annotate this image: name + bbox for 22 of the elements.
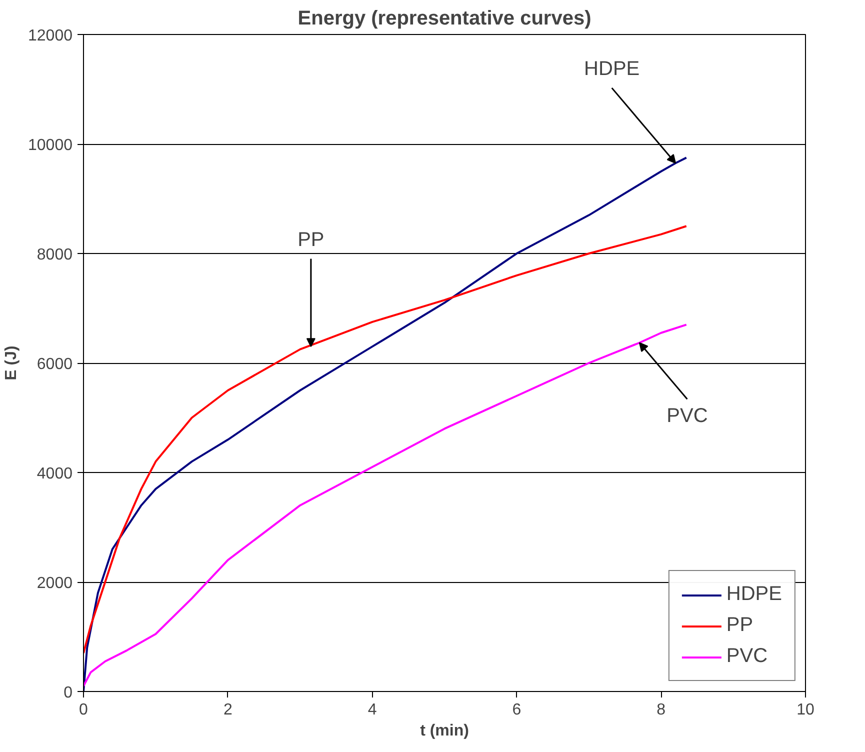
legend-label: PVC [726, 645, 768, 668]
y-tick-label: 0 [64, 684, 73, 702]
x-tick-label: 8 [656, 702, 666, 718]
x-tick-label: 4 [368, 702, 377, 718]
x-tick-label: 0 [79, 702, 88, 718]
x-tick-label: 10 [796, 702, 814, 718]
y-axis-title: E (J) [3, 346, 20, 380]
legend-label: PP [726, 614, 754, 637]
y-tick-label: 6000 [36, 356, 73, 373]
annotation: HDPE [584, 58, 640, 80]
y-tick-label: 12000 [28, 28, 73, 44]
annotation: PVC [666, 405, 708, 428]
x-axis-title: t (min) [420, 722, 469, 740]
legend-label: HDPE [726, 583, 782, 606]
y-tick-label: 10000 [28, 137, 73, 154]
x-tick-label: 2 [223, 702, 232, 718]
annotation: PP [298, 228, 324, 251]
x-tick-label: 6 [512, 702, 522, 718]
y-tick-label: 2000 [36, 575, 73, 592]
y-tick-label: 4000 [36, 466, 73, 482]
y-tick-label: 8000 [36, 246, 73, 264]
chart-title: Energy (representative curves) [298, 8, 592, 30]
